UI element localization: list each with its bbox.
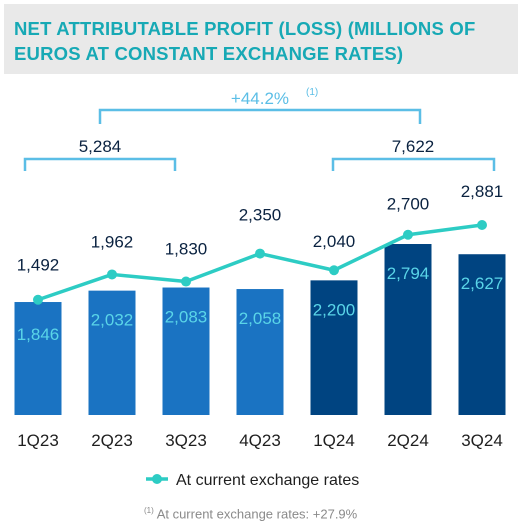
- line-value-label: 2,881: [461, 182, 504, 201]
- line-point-4Q23: [255, 248, 265, 259]
- bracket-2023-label: 5,284: [79, 137, 122, 156]
- line-value-label: 1,830: [165, 240, 208, 259]
- tick-label-3Q24: 3Q24: [461, 431, 503, 450]
- tick-label-3Q23: 3Q23: [165, 431, 207, 450]
- bracket-2023: [23, 157, 177, 171]
- chart-title: NET ATTRIBUTABLE PROFIT (LOSS) (MILLIONS…: [14, 18, 476, 64]
- bar-value-label: 2,627: [461, 274, 504, 293]
- line-value-label: 2,040: [313, 232, 356, 251]
- line-value-label: 2,350: [239, 206, 282, 225]
- line-point-1Q24: [329, 265, 339, 276]
- tick-label-2Q23: 2Q23: [91, 431, 133, 450]
- line-value-label: 2,700: [387, 195, 430, 214]
- tick-label-1Q23: 1Q23: [17, 431, 59, 450]
- bar-value-label: 2,058: [239, 309, 282, 328]
- tick-label-4Q23: 4Q23: [239, 431, 281, 450]
- line-point-1Q23: [33, 294, 43, 305]
- line-point-2Q24: [403, 229, 413, 240]
- bar-3Q24: [458, 254, 506, 415]
- footnote-text: At current exchange rates: +27.9%: [156, 506, 358, 522]
- bar-2Q24: [384, 244, 432, 415]
- bar-value-label: 2,083: [165, 308, 208, 327]
- bar-1Q24: [310, 280, 358, 415]
- growth-label: +44.2%: [231, 89, 289, 108]
- bar-3Q23: [162, 287, 210, 415]
- line-value-label: 1,492: [17, 256, 60, 275]
- bar-value-label: 2,200: [313, 300, 356, 319]
- title-box: NET ATTRIBUTABLE PROFIT (LOSS) (MILLIONS…: [4, 4, 518, 74]
- legend-marker: [152, 474, 162, 484]
- bar-4Q23: [236, 289, 284, 415]
- bracket-2024: [331, 157, 496, 171]
- bar-value-label: 1,846: [17, 325, 60, 344]
- bracket-2024-label: 7,622: [392, 137, 435, 156]
- growth-note: (1): [306, 87, 318, 98]
- growth-bracket: [98, 108, 422, 124]
- bar-1Q23: [14, 302, 62, 415]
- bar-2Q23: [88, 290, 136, 415]
- tick-label-2Q24: 2Q24: [387, 431, 429, 450]
- line-point-3Q23: [181, 276, 191, 287]
- line-value-label: 1,962: [91, 232, 134, 251]
- footnote-marker: (1): [144, 506, 154, 515]
- line-point-2Q23: [107, 269, 117, 280]
- bar-value-label: 2,794: [387, 264, 430, 283]
- line-point-3Q24: [477, 220, 487, 231]
- legend-label: At current exchange rates: [176, 472, 359, 489]
- bar-value-label: 2,032: [91, 311, 134, 330]
- footnote: (1) At current exchange rates: +27.9%: [144, 506, 357, 521]
- tick-label-1Q24: 1Q24: [313, 431, 355, 450]
